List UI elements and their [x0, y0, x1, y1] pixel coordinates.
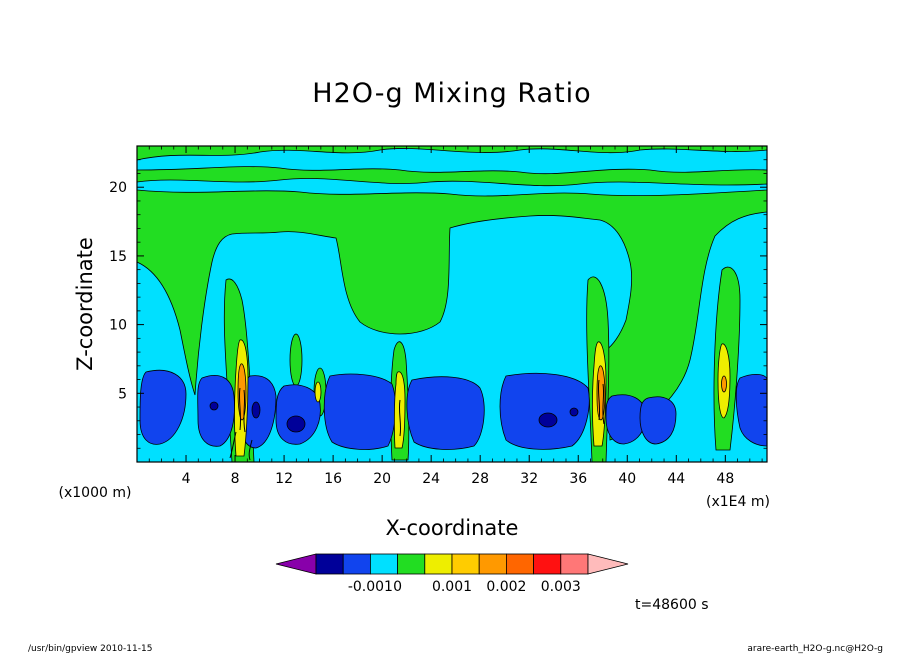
x-axis-title: X-coordinate — [386, 516, 519, 540]
blue-patch-2 — [197, 375, 235, 447]
orange-core-x48 — [721, 375, 727, 393]
navy-core-5 — [569, 407, 579, 417]
colorbar-swatch — [560, 553, 589, 575]
x-tick-label: 28 — [471, 471, 489, 487]
colorbar-swatch — [397, 553, 426, 575]
blue-patch-6 — [406, 376, 485, 450]
x-tick-label: 4 — [182, 471, 191, 487]
blue-patch-4 — [275, 384, 321, 445]
chart-title: H2O-g Mixing Ratio — [312, 78, 591, 109]
colorbar-swatch — [505, 553, 534, 575]
blue-patch-7 — [499, 372, 590, 450]
colorbar-swatch — [478, 553, 507, 575]
colorbar-swatch — [533, 553, 562, 575]
blue-patch-1 — [139, 369, 187, 445]
dense-contours — [229, 379, 605, 461]
footer-left: /usr/bin/gpview 2010-11-15 — [28, 644, 152, 654]
colorbar-label: -0.001 — [348, 579, 393, 595]
time-label: t=48600 s — [635, 597, 709, 613]
navy-core-4 — [251, 401, 261, 419]
colorbar-min-extension — [275, 553, 317, 575]
colorbar-swatch — [369, 553, 398, 575]
colorbar-label: 0.002 — [486, 579, 526, 595]
x-tick-label: 44 — [667, 471, 685, 487]
cyan-strip-middle — [137, 178, 767, 197]
x-tick-label: 36 — [569, 471, 587, 487]
x-axis-ticks: 4 8 12 16 20 24 28 32 36 40 44 48 — [148, 146, 763, 487]
y-tick-label: 10 — [109, 318, 127, 334]
y-tick-label: 5 — [118, 386, 127, 402]
colorbar-swatch — [424, 553, 453, 575]
colorbar-swatch — [315, 553, 344, 575]
colorbar-max-extension — [587, 553, 629, 575]
y-axis-unit: (x1000 m) — [59, 485, 132, 501]
y-tick-label: 20 — [109, 180, 127, 196]
colorbar-swatch — [342, 553, 371, 575]
navy-core-1 — [286, 415, 306, 433]
y-tick-label: 15 — [109, 249, 127, 265]
colorbar: -0.001 0 0.001 0.002 0.003 — [275, 553, 629, 595]
x-tick-label: 8 — [231, 471, 240, 487]
x-tick-label: 48 — [716, 471, 734, 487]
x-tick-label: 12 — [275, 471, 293, 487]
navy-core-3 — [209, 401, 219, 411]
navy-core-2 — [538, 412, 558, 428]
blue-patch-10 — [735, 374, 767, 447]
footer-right: arare-earth_H2O-g.nc@H2O-g — [747, 644, 883, 654]
colorbar-label: 0.001 — [432, 579, 472, 595]
colorbar-swatch — [451, 553, 480, 575]
x-tick-label: 16 — [324, 471, 342, 487]
colorbar-label: 0 — [393, 579, 402, 595]
x-tick-label: 24 — [422, 471, 440, 487]
x-tick-label: 20 — [373, 471, 391, 487]
plot-frame — [136, 145, 768, 463]
yellow-blob-x15 — [314, 381, 322, 403]
cyan-strip-upper — [137, 148, 767, 175]
x-axis-unit: (x1E4 m) — [706, 494, 770, 510]
colorbar-label: 0.003 — [541, 579, 581, 595]
blue-patch-5 — [323, 373, 396, 450]
blue-patch-9 — [639, 396, 677, 445]
y-axis-ticks: 5 10 15 20 — [109, 159, 767, 449]
green-blob-1 — [289, 333, 303, 387]
x-tick-label: 32 — [520, 471, 538, 487]
x-tick-label: 40 — [618, 471, 636, 487]
blue-patch-8 — [605, 394, 647, 445]
contour-field — [137, 146, 767, 462]
y-axis-title: Z-coordinate — [73, 237, 97, 371]
